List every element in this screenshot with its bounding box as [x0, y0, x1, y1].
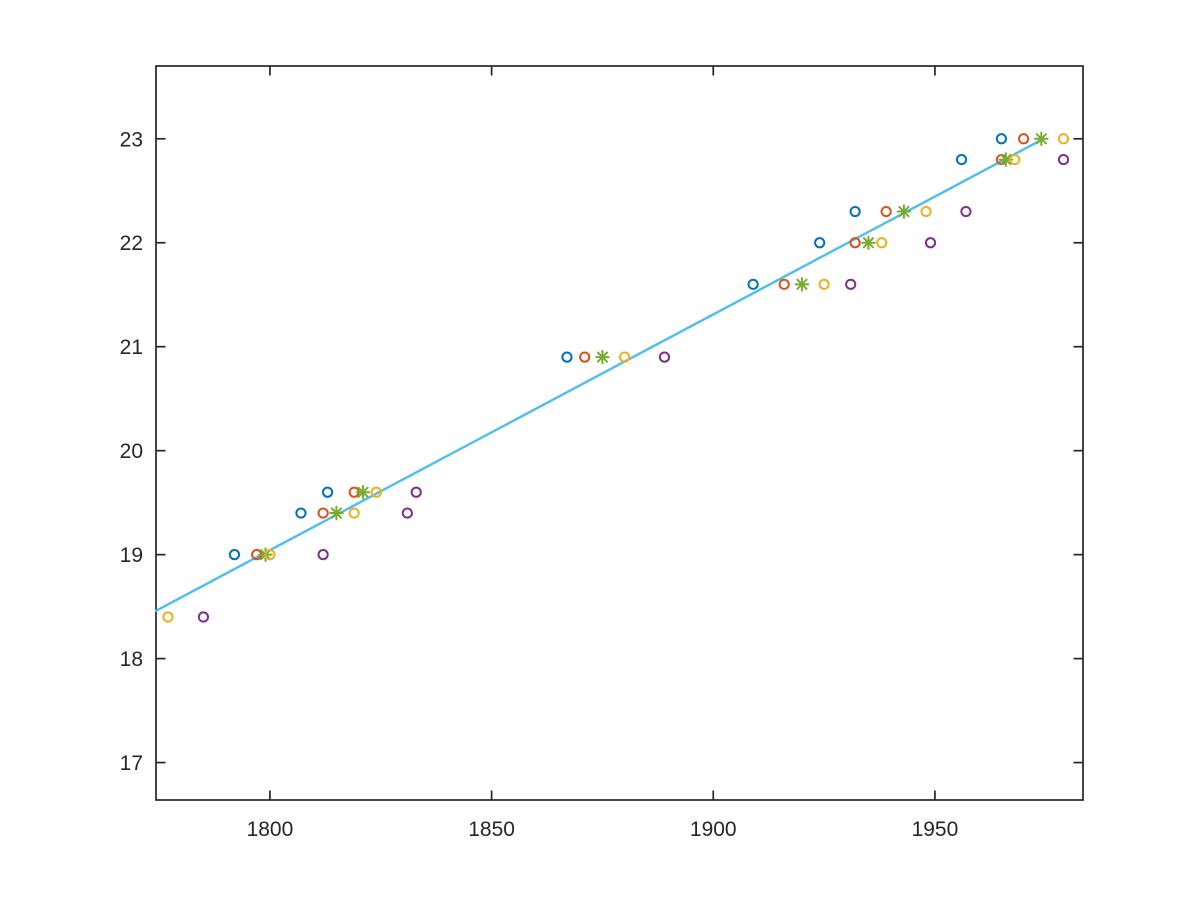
series-4-yellow-marker — [348, 507, 360, 519]
series-5-purple — [197, 153, 1070, 623]
x-tick-label: 1950 — [912, 818, 959, 841]
y-tick-label: 22 — [120, 232, 143, 255]
series-4-yellow-marker — [264, 549, 276, 561]
series-1-blue-marker — [995, 133, 1008, 145]
series-1-blue — [228, 133, 1008, 561]
x-tick-label: 1800 — [247, 818, 294, 841]
series-5-purple-marker — [410, 486, 422, 498]
series-2-orange-marker — [778, 278, 790, 290]
series-1-blue-marker — [321, 486, 334, 498]
asterisk-spoke — [596, 351, 609, 363]
series-4-yellow-marker — [162, 611, 174, 623]
series-4-yellow-marker — [876, 237, 888, 249]
series-4-yellow-marker — [1057, 133, 1070, 145]
series-4-yellow-marker — [818, 278, 830, 290]
y-tick-label: 23 — [120, 128, 143, 151]
series-5-purple-marker — [401, 507, 413, 519]
y-tick-label: 20 — [120, 440, 143, 463]
fit-line — [154, 137, 1045, 612]
series-5-purple-marker — [197, 611, 210, 623]
series-5-purple-marker — [658, 351, 671, 363]
series-2-orange-marker — [579, 351, 591, 363]
series-3-green-marker — [794, 277, 810, 292]
series-1-blue-marker — [295, 507, 307, 519]
y-tick-label: 18 — [120, 648, 143, 671]
series-2-orange-marker — [880, 205, 892, 218]
series-1-blue-marker — [955, 153, 968, 166]
y-tick-label: 17 — [120, 752, 143, 775]
series-5-purple-marker — [845, 278, 857, 290]
series-3-green-marker — [355, 484, 371, 500]
series-4-yellow-marker — [920, 205, 932, 218]
y-tick-label: 19 — [120, 544, 143, 567]
series-2-orange-marker — [1017, 133, 1030, 145]
series-1-blue-marker — [814, 237, 826, 249]
series-4-yellow — [162, 133, 1070, 623]
asterisk-spoke — [330, 507, 343, 519]
series-1-blue-marker — [228, 549, 241, 561]
series-3-green-marker — [595, 349, 610, 365]
series-4-yellow-marker — [618, 351, 631, 363]
series-5-purple-marker — [317, 549, 329, 561]
y-tick-label: 21 — [120, 336, 143, 359]
series-2-orange — [251, 133, 1030, 561]
series-5-purple-marker — [1057, 153, 1070, 166]
series-1-blue-marker — [561, 351, 573, 363]
asterisk-spoke — [862, 237, 875, 249]
series-5-purple-marker — [960, 205, 972, 218]
series-2-orange-marker — [849, 237, 861, 249]
series-3-green-marker — [896, 204, 912, 219]
series-3-green-marker — [861, 235, 876, 251]
series-4-yellow-marker — [1009, 153, 1021, 166]
series-3-green-marker — [1034, 131, 1049, 147]
asterisk-spoke — [1000, 153, 1012, 166]
series-4-yellow-marker — [370, 486, 382, 498]
plot-box — [155, 65, 1084, 801]
series-5-purple-marker — [924, 237, 937, 249]
series-3-green-marker — [329, 505, 344, 521]
series-1-blue-marker — [849, 205, 861, 218]
asterisk-spoke — [796, 278, 808, 290]
x-tick-label: 1850 — [468, 818, 515, 841]
asterisk-spoke — [1035, 133, 1047, 145]
asterisk-spoke — [898, 205, 910, 218]
series-1-blue-marker — [747, 278, 759, 290]
x-tick-label: 1900 — [690, 818, 737, 841]
series-2-orange-marker — [317, 507, 329, 519]
asterisk-spoke — [357, 486, 369, 498]
